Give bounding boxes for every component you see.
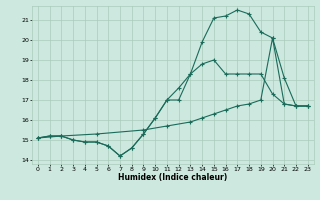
X-axis label: Humidex (Indice chaleur): Humidex (Indice chaleur) (118, 173, 228, 182)
